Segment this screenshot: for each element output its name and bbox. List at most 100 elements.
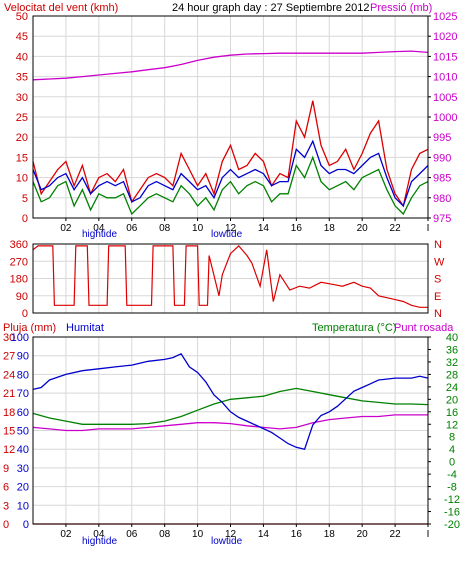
humidity-tick-label: 30	[17, 463, 29, 475]
x-tick-label: 22	[390, 529, 402, 540]
wind-tick-label: 0	[22, 213, 28, 225]
wind-ticks: 0 5 10 15 20 25 30 35 40 45 50	[16, 11, 28, 225]
rain-tick-label: 18	[3, 407, 15, 419]
x-tick-label: 18	[324, 223, 336, 234]
wind-tick-label: 10	[16, 173, 28, 185]
rain-tick-label: 15	[3, 426, 15, 438]
humidity-tick-label: 100	[11, 332, 29, 344]
wind-tick-label: 35	[16, 72, 28, 84]
x-tick-label: 20	[357, 223, 369, 234]
x-tick-label: 04	[93, 223, 105, 234]
direction-tick-label: 360	[10, 239, 28, 251]
temperature-tick-label: -4	[447, 469, 457, 481]
compass-label: S	[434, 274, 441, 286]
temperature-tick-label: 12	[446, 419, 458, 431]
lowtide-label-bottom: lowtide	[211, 536, 243, 547]
pressure-tick-label: 1025	[433, 11, 457, 23]
humidity-tick-label: 10	[17, 500, 29, 512]
climate-x-ticks: 02 04 06 08 10 12 14 16 18 20 22 I	[60, 524, 429, 540]
rain-tick-label: 30	[3, 332, 15, 344]
temperature-tick-label: -8	[447, 482, 457, 494]
direction-series	[32, 245, 428, 308]
humidity-tick-label: 70	[17, 388, 29, 400]
rain-tick-label: 0	[3, 519, 9, 531]
temperature-tick-label: 20	[446, 394, 458, 406]
rain-tick-label: 24	[3, 369, 15, 381]
humidity-axis-label: Humitat	[66, 322, 104, 334]
x-tick-label: 02	[60, 529, 72, 540]
wind-direction-line	[32, 245, 428, 308]
pressure-tick-label: 990	[433, 152, 451, 164]
humidity-tick-label: 20	[17, 482, 29, 494]
rain-tick-label: 21	[3, 388, 15, 400]
temperature-tick-label: 0	[449, 457, 455, 469]
compass-label: N	[434, 239, 442, 251]
compass-label: W	[434, 256, 445, 268]
wind-tick-label: 50	[16, 11, 28, 23]
wind-x-ticks: 02 04 06 08 10 12 14 16 18 20 22 I	[60, 218, 429, 234]
compass-label: N	[434, 308, 442, 320]
temperature-tick-label: 4	[449, 444, 455, 456]
humidity-tick-label: 0	[23, 519, 29, 531]
wind-gust-line	[32, 100, 429, 208]
x-tick-label: 14	[258, 529, 270, 540]
dewpoint-axis-label: Punt rosada	[394, 322, 454, 334]
x-tick-label: I	[427, 529, 430, 540]
pressure-tick-label: 1000	[433, 112, 457, 124]
x-tick-label: 20	[357, 529, 369, 540]
x-tick-label: 14	[258, 223, 270, 234]
temperature-tick-label: 40	[446, 332, 458, 344]
direction-tick-label: 180	[10, 274, 28, 286]
x-tick-label: 06	[126, 529, 138, 540]
rain-tick-label: 6	[3, 482, 9, 494]
wind-tick-label: 15	[16, 152, 28, 164]
pressure-tick-label: 1015	[433, 51, 457, 63]
x-tick-label: 04	[93, 529, 105, 540]
humidity-tick-label: 40	[17, 444, 29, 456]
pressure-line	[32, 50, 429, 81]
pressure-tick-label: 1010	[433, 72, 457, 84]
direction-tick-label: 0	[22, 308, 28, 320]
wind-average-line	[32, 139, 429, 208]
hightide-label: hightide	[82, 229, 117, 240]
rain-tick-label: 12	[3, 444, 15, 456]
pressure-tick-label: 985	[433, 173, 451, 185]
temperature-tick-label: 24	[446, 382, 458, 394]
x-tick-label: 22	[390, 223, 402, 234]
temperature-tick-label: -20	[444, 519, 460, 531]
x-tick-label: 10	[192, 529, 204, 540]
x-tick-label: 02	[60, 223, 72, 234]
compass-label: E	[434, 291, 441, 303]
direction-plot-frame	[32, 243, 429, 314]
rain-tick-label: 3	[3, 500, 9, 512]
wind-tick-label: 45	[16, 31, 28, 43]
temperature-tick-label: 36	[446, 344, 458, 356]
pressure-tick-label: 1020	[433, 31, 457, 43]
humidity-tick-label: 60	[17, 407, 29, 419]
x-tick-label: 12	[225, 529, 237, 540]
temperature-line	[32, 387, 429, 425]
wind-axis-label: Velocitat del vent (kmh)	[4, 2, 118, 14]
wind-tick-label: 25	[16, 112, 28, 124]
x-tick-label: 16	[291, 529, 303, 540]
humidity-line	[32, 352, 429, 450]
humidity-tick-label: 80	[17, 369, 29, 381]
rain-tick-label: 27	[3, 351, 15, 363]
pressure-tick-label: 1005	[433, 92, 457, 104]
pressure-tick-label: 975	[433, 213, 451, 225]
wind-tick-label: 40	[16, 51, 28, 63]
temperature-tick-label: -16	[444, 507, 460, 519]
lowtide-label: lowtide	[211, 229, 243, 240]
wind-tick-label: 30	[16, 92, 28, 104]
temperature-tick-label: 32	[446, 357, 458, 369]
pressure-tick-label: 980	[433, 193, 451, 205]
x-tick-label: 16	[291, 223, 303, 234]
pressure-axis-label: Pressió (mb)	[370, 2, 432, 14]
temperature-tick-label: -12	[444, 494, 460, 506]
x-tick-label: 18	[324, 529, 336, 540]
wind-pressure-series	[32, 50, 429, 216]
temperature-tick-label: 8	[449, 432, 455, 444]
